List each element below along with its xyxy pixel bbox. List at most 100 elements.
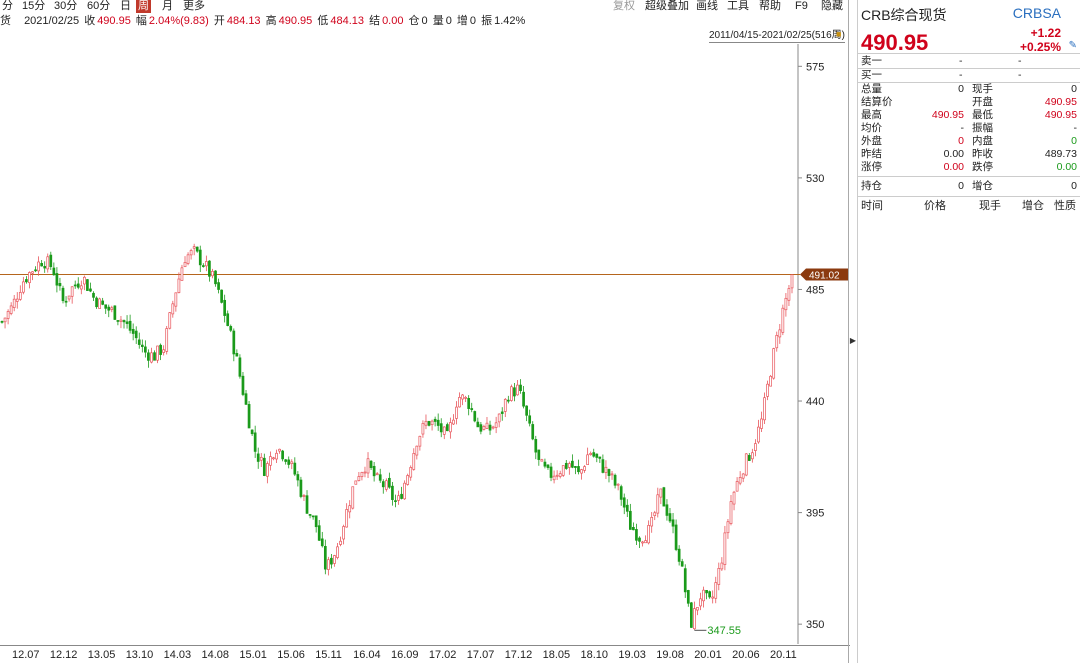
period-tab-30min[interactable]: 30分 bbox=[54, 0, 78, 12]
super-overlay-button[interactable]: 超级叠加 bbox=[645, 0, 689, 12]
candle-body bbox=[589, 453, 593, 455]
quote-code[interactable]: CRBSA bbox=[1012, 5, 1061, 21]
kline-chart[interactable]: 575 530 485 440 395 350 491.02 347.55 bbox=[0, 44, 850, 644]
info-settle-label: 结 bbox=[369, 15, 381, 27]
candle-body bbox=[616, 483, 620, 486]
candle-body bbox=[159, 344, 162, 355]
draw-line-button[interactable]: 画线 bbox=[696, 0, 718, 12]
candle-body bbox=[757, 426, 760, 443]
candle-body bbox=[436, 419, 440, 426]
f9-button[interactable]: F9 bbox=[795, 0, 808, 12]
candle-body bbox=[567, 463, 571, 468]
candle-body bbox=[275, 452, 278, 460]
candle-body bbox=[702, 589, 705, 602]
candle-body bbox=[506, 399, 510, 402]
candle-body bbox=[165, 328, 169, 352]
x-tick-label: 20.06 bbox=[732, 649, 760, 661]
candle-body bbox=[747, 455, 751, 461]
candle-body bbox=[766, 383, 769, 397]
hide-button[interactable]: 隐藏 bbox=[821, 0, 843, 12]
candle-body bbox=[153, 352, 156, 361]
candle-body bbox=[79, 285, 83, 290]
collapse-arrow-icon[interactable]: ▶ bbox=[849, 336, 857, 345]
divider-line bbox=[858, 82, 1080, 83]
quote-name: CRB综合现货 bbox=[861, 7, 947, 23]
panel-divider bbox=[848, 0, 849, 663]
x-axis: 12.07 12.12 13.05 13.10 14.03 14.08 15.01 15.06… bbox=[0, 645, 850, 664]
candle-body bbox=[89, 288, 92, 292]
candle-body bbox=[336, 546, 339, 558]
candle-body bbox=[162, 349, 166, 353]
candle-body bbox=[232, 330, 236, 355]
candle-body bbox=[308, 514, 312, 516]
info-close: 490.95 bbox=[97, 15, 131, 27]
candle-body bbox=[104, 304, 108, 309]
candle-body bbox=[689, 602, 693, 628]
candle-body bbox=[229, 326, 233, 331]
candle-body bbox=[561, 465, 565, 476]
current-price-tag bbox=[800, 268, 848, 281]
candle-body bbox=[522, 391, 525, 407]
candle-body bbox=[314, 515, 318, 528]
buy1-row: 买一 - - bbox=[858, 69, 1080, 82]
edit-icon[interactable]: ✎ bbox=[1068, 40, 1077, 51]
candle-body bbox=[525, 405, 528, 416]
trade-col-nature[interactable]: 性质 bbox=[1054, 200, 1076, 212]
candle-body bbox=[571, 460, 574, 468]
candle-body bbox=[119, 319, 123, 322]
candle-body bbox=[299, 479, 303, 497]
sell1-price: - bbox=[959, 55, 963, 67]
info-oi: 0 bbox=[421, 15, 428, 27]
lock-icon[interactable]: ■ bbox=[836, 29, 842, 39]
stat-value: 0 bbox=[1071, 83, 1077, 95]
candle-body bbox=[549, 466, 553, 478]
candle-body bbox=[601, 459, 605, 473]
candle-body bbox=[378, 474, 382, 481]
candle-body bbox=[775, 334, 779, 349]
candle-body bbox=[415, 445, 419, 456]
x-tick-label: 13.05 bbox=[87, 649, 116, 661]
trade-col-price[interactable]: 价格 bbox=[924, 200, 946, 212]
candle-body bbox=[259, 456, 263, 461]
period-tab-min[interactable]: 分 bbox=[2, 0, 13, 12]
trade-col-volume[interactable]: 现手 bbox=[979, 200, 1001, 212]
tools-button[interactable]: 工具 bbox=[727, 0, 749, 12]
period-tab-week[interactable]: 周 bbox=[136, 0, 151, 13]
restore-button[interactable]: 复权 bbox=[613, 0, 635, 12]
trade-col-increase[interactable]: 增仓 bbox=[1022, 200, 1044, 212]
candle-body bbox=[696, 607, 699, 611]
candle-body bbox=[656, 494, 660, 514]
candle-body bbox=[174, 292, 178, 307]
candle-body bbox=[381, 481, 385, 488]
candle-body bbox=[668, 513, 672, 522]
stat-value: 490.95 bbox=[931, 109, 964, 121]
x-tick-label: 20.11 bbox=[770, 649, 797, 661]
period-tab-60min[interactable]: 60分 bbox=[87, 0, 111, 12]
stat-label: 现手 bbox=[972, 83, 993, 95]
candle-body bbox=[464, 397, 467, 399]
info-swing-label: 振 bbox=[481, 15, 493, 27]
candle-body bbox=[128, 320, 132, 331]
hold-row: 持仓 0 增仓 0 bbox=[858, 180, 1080, 193]
period-tab-15min[interactable]: 15分 bbox=[22, 0, 46, 12]
candle-body bbox=[134, 330, 138, 339]
help-button[interactable]: 帮助 bbox=[759, 0, 781, 12]
candle-body bbox=[15, 298, 19, 302]
candle-body bbox=[769, 375, 772, 387]
candle-body bbox=[64, 300, 68, 303]
stat-label: 开盘 bbox=[972, 96, 993, 108]
trade-col-time[interactable]: 时间 bbox=[861, 200, 883, 212]
period-tab-month[interactable]: 月 bbox=[162, 0, 173, 12]
candle-body bbox=[577, 466, 580, 473]
candle-body bbox=[430, 420, 434, 425]
period-tab-day[interactable]: 日 bbox=[120, 0, 131, 12]
candle-body bbox=[61, 287, 65, 302]
info-swing: 1.42% bbox=[494, 15, 526, 27]
period-tab-more[interactable]: 更多 bbox=[183, 0, 205, 12]
candle-body bbox=[58, 283, 62, 287]
candle-body bbox=[638, 537, 641, 542]
candle-body bbox=[406, 475, 410, 485]
candle-body bbox=[235, 353, 239, 357]
candle-body bbox=[317, 525, 321, 541]
candle-body bbox=[473, 411, 477, 422]
